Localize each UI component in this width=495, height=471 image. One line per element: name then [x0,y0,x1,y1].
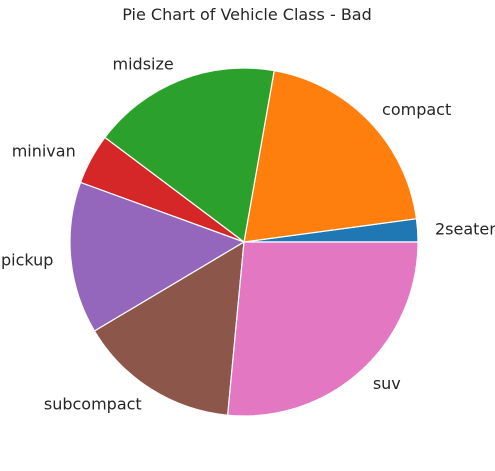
pie-labels: 2seater compact midsize minivan pickup subcom… [1,54,495,413]
pie-slice-suv [227,241,419,417]
pie-label-pickup: pickup [1,250,53,269]
pie-label-compact: compact [382,100,451,119]
pie-label-subcompact: subcompact [44,394,142,413]
pie-label-suv: suv [373,374,401,393]
pie-label-midsize: midsize [113,54,174,73]
pie-slice-midsize [104,67,275,244]
pie-slice-subcompact [93,240,245,416]
pie-slice-pickup [69,181,246,332]
pie-label-2seater: 2seater [435,220,495,239]
pie-label-minivan: minivan [12,141,76,160]
chart-title: Pie Chart of Vehicle Class - Bad [122,5,372,24]
pie-slices [69,67,419,417]
pie-slice-compact [243,69,418,243]
